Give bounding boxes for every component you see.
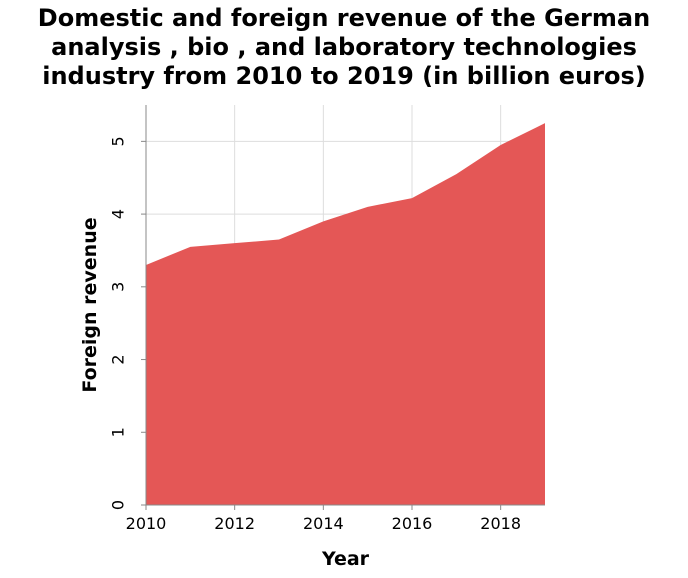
y-tick-label: 3 xyxy=(109,282,128,292)
y-tick-label: 2 xyxy=(109,354,128,364)
y-axis-ticks: 0 1 2 3 4 5 xyxy=(109,136,146,510)
area-series xyxy=(146,123,545,505)
x-axis-ticks: 2010 2012 2014 2016 2018 xyxy=(126,505,521,533)
y-axis-label: Foreign revenue xyxy=(79,217,101,392)
area-series-0 xyxy=(146,123,545,505)
y-tick-label: 1 xyxy=(109,427,128,437)
x-tick-label: 2010 xyxy=(126,514,167,533)
x-tick-label: 2014 xyxy=(303,514,344,533)
x-tick-label: 2018 xyxy=(480,514,521,533)
y-tick-label: 4 xyxy=(109,209,128,219)
x-tick-label: 2016 xyxy=(392,514,433,533)
x-tick-label: 2012 xyxy=(214,514,255,533)
y-tick-label: 0 xyxy=(109,500,128,510)
x-axis-label: Year xyxy=(321,548,370,570)
chart-title-line-1: Domestic and foreign revenue of the Germ… xyxy=(37,4,651,32)
y-tick-label: 5 xyxy=(109,136,128,146)
chart-title-line-2: analysis , bio , and laboratory technolo… xyxy=(51,33,637,61)
chart-title: Domestic and foreign revenue of the Germ… xyxy=(0,4,688,91)
axes xyxy=(145,105,545,506)
chart-title-line-3: industry from 2010 to 2019 (in billion e… xyxy=(42,62,646,90)
